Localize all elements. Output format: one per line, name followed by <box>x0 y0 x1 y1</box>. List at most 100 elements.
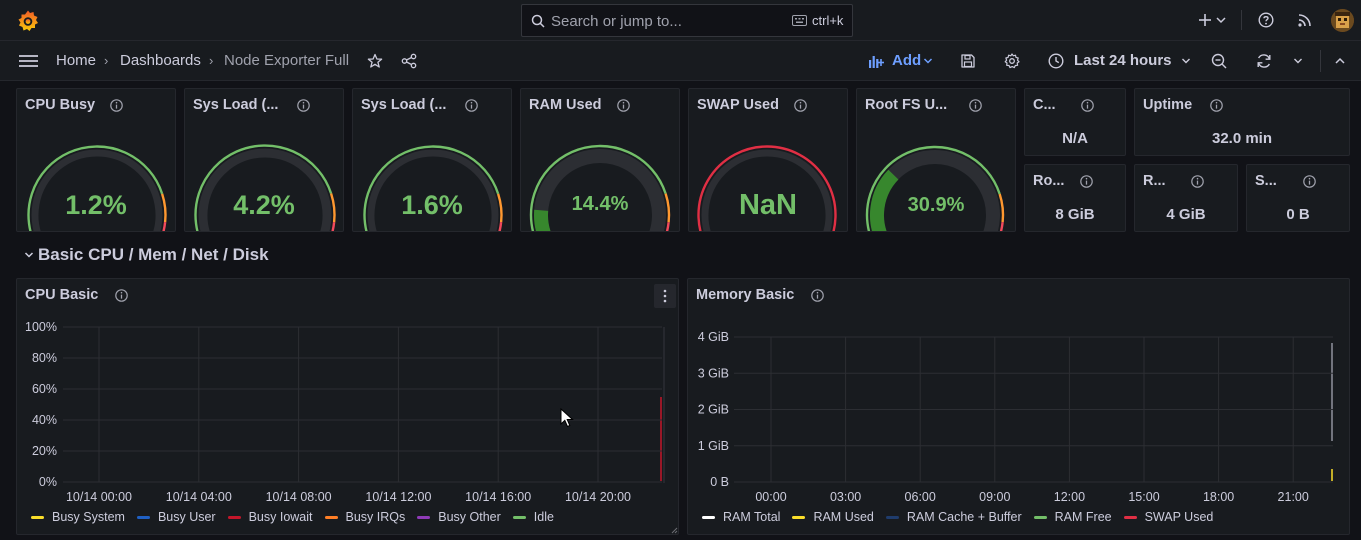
legend-item[interactable]: SWAP Used <box>1123 510 1213 524</box>
share-icon[interactable] <box>401 53 417 69</box>
chevron-down-icon[interactable] <box>24 250 34 260</box>
panel-cpu-basic[interactable]: CPU Basic 100% 80% 60% 40% 20% 0% 10/14 00:00 1… <box>16 278 679 535</box>
plus-icon[interactable] <box>1197 12 1213 28</box>
kebab-menu-icon <box>663 289 667 303</box>
grafana-logo-icon[interactable] <box>16 9 40 33</box>
panel-ram-used[interactable]: RAM Used 14.4% <box>520 88 680 232</box>
panel-swap-used[interactable]: SWAP Used NaN <box>688 88 848 232</box>
y-tick-label: 60% <box>32 382 57 396</box>
gauge-threshold-warn <box>329 193 336 223</box>
x-tick-label: 10/14 12:00 <box>365 490 431 504</box>
gauge <box>27 145 167 231</box>
mouse-cursor-icon <box>560 408 574 428</box>
refresh-icon[interactable] <box>1256 53 1272 69</box>
row-title[interactable]: Basic CPU / Mem / Net / Disk <box>38 245 269 264</box>
legend-item[interactable]: Busy System <box>31 510 125 524</box>
gauge <box>865 145 1005 231</box>
panel-title: Ro... <box>1033 173 1065 189</box>
panel-title: RAM Used <box>529 97 602 113</box>
chevron-down-icon[interactable] <box>1215 14 1227 26</box>
gear-icon[interactable] <box>1004 53 1020 69</box>
legend-swatch <box>227 515 241 519</box>
gauge-threshold-warn <box>998 193 1005 223</box>
panel-swap-total[interactable]: S... 0 B <box>1246 164 1350 232</box>
panel-title: CPU Basic <box>25 287 99 303</box>
resize-handle-icon[interactable] <box>670 526 678 534</box>
info-icon[interactable] <box>794 99 807 112</box>
legend-item[interactable]: Busy IRQs <box>324 510 405 524</box>
legend-label: Busy System <box>52 510 125 524</box>
panel-title: SWAP Used <box>697 97 779 113</box>
legend-item[interactable]: RAM Total <box>702 510 780 524</box>
panel-menu-button[interactable] <box>654 284 676 308</box>
legend-item[interactable]: RAM Used <box>792 510 874 524</box>
chevron-down-icon[interactable] <box>1181 56 1191 66</box>
stat-value: N/A <box>1062 130 1088 147</box>
legend-item[interactable]: RAM Free <box>1033 510 1112 524</box>
legend-swatch <box>31 515 44 519</box>
gauge-threshold-ok <box>27 145 164 231</box>
star-icon[interactable] <box>367 53 383 69</box>
breadcrumb-dashboards[interactable]: Dashboards <box>120 52 201 69</box>
time-range-picker[interactable]: Last 24 hours <box>1074 52 1172 69</box>
gauge-track <box>31 149 163 231</box>
info-icon[interactable] <box>1080 175 1093 188</box>
panel-sys-load-5m[interactable]: Sys Load (... 4.2% <box>184 88 344 232</box>
legend-item[interactable]: Busy Other <box>417 510 501 524</box>
gauge <box>529 144 671 231</box>
help-icon[interactable] <box>1258 12 1274 28</box>
info-icon[interactable] <box>297 99 310 112</box>
info-icon[interactable] <box>1191 175 1204 188</box>
search-box[interactable]: Search or jump to... ctrl+k <box>521 4 853 37</box>
memory-basic-chart[interactable]: 4 GiB 3 GiB 2 GiB 1 GiB 0 B 00:00 03:00 06:00 09… <box>688 309 1350 509</box>
y-tick-label: 4 GiB <box>698 330 729 344</box>
gauge-value: 1.2% <box>65 190 127 220</box>
gauge-threshold-crit <box>665 222 670 231</box>
panel-uptime[interactable]: Uptime 32.0 min <box>1134 88 1350 156</box>
legend-swatch <box>324 515 338 519</box>
info-icon[interactable] <box>811 289 824 302</box>
cpu-basic-chart[interactable]: 100% 80% 60% 40% 20% 0% 10/14 00:00 10/14 04:00… <box>17 309 679 509</box>
gauge-value: 4.2% <box>233 190 295 220</box>
legend-item[interactable]: RAM Cache + Buffer <box>885 510 1022 524</box>
panel-sys-load-15m[interactable]: Sys Load (... 1.6% <box>352 88 512 232</box>
save-icon[interactable] <box>960 53 976 69</box>
x-tick-label: 18:00 <box>1203 490 1234 504</box>
clock-icon[interactable] <box>1048 53 1064 69</box>
breadcrumb-home[interactable]: Home <box>56 52 97 69</box>
legend-swatch <box>792 515 806 519</box>
y-tick-label: 80% <box>32 351 57 365</box>
panel-ram-total[interactable]: R... 4 GiB <box>1134 164 1238 232</box>
chevron-up-icon[interactable] <box>1334 55 1346 67</box>
gauge-value: 14.4% <box>571 193 629 215</box>
info-icon[interactable] <box>115 289 128 302</box>
menu-icon[interactable] <box>19 53 38 69</box>
panel-cpu-cores[interactable]: C... N/A <box>1024 88 1126 156</box>
legend-item[interactable]: Busy User <box>136 510 216 524</box>
info-icon[interactable] <box>1210 99 1223 112</box>
info-icon[interactable] <box>1081 99 1094 112</box>
legend-label: RAM Free <box>1054 510 1112 524</box>
panel-memory-basic[interactable]: Memory Basic 4 GiB 3 GiB 2 GiB 1 GiB 0 B 00:0… <box>687 278 1350 535</box>
gauge-fill <box>534 209 551 231</box>
panel-title: Sys Load (... <box>193 97 279 113</box>
legend-item[interactable]: Busy Iowait <box>227 510 313 524</box>
divider <box>1320 50 1321 72</box>
avatar[interactable] <box>1331 9 1354 32</box>
gauge-value: NaN <box>738 189 797 221</box>
legend-item[interactable]: Idle <box>512 510 554 524</box>
y-tick-label: 0 B <box>710 475 729 489</box>
panel-root-fs-used[interactable]: Root FS U... 30.9% <box>856 88 1016 232</box>
chevron-down-icon[interactable] <box>1293 56 1303 66</box>
gauge-threshold-crit <box>999 221 1004 231</box>
info-icon[interactable] <box>1303 175 1316 188</box>
info-icon[interactable] <box>969 99 982 112</box>
info-icon[interactable] <box>465 99 478 112</box>
panel-cpu-busy[interactable]: CPU Busy 1.2% <box>16 88 176 232</box>
info-icon[interactable] <box>617 99 630 112</box>
panel-rootfs-total[interactable]: Ro... 8 GiB <box>1024 164 1126 232</box>
breadcrumb-separator: › <box>209 53 214 68</box>
rss-icon[interactable] <box>1297 12 1313 28</box>
zoom-out-icon[interactable] <box>1211 53 1227 69</box>
info-icon[interactable] <box>110 99 123 112</box>
